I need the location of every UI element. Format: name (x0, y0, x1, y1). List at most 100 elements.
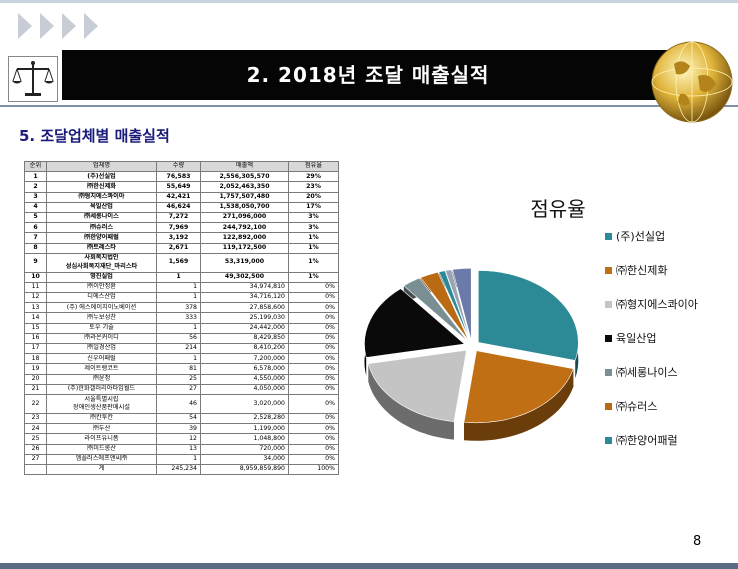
cell-quantity: 25 (156, 373, 201, 385)
slide-title: 2. 2018년 조달 매출실적 (246, 63, 490, 87)
legend-label: (주)선실업 (616, 230, 665, 243)
pie-slice (364, 288, 466, 358)
cell-sales: 2,556,305,570 (200, 171, 289, 183)
legend-label: ㈜슈러스 (616, 400, 657, 413)
cell-sales: 24,442,000 (200, 322, 289, 334)
table-row: 8 ㈜트레스타 2,671 119,172,500 1% (24, 242, 339, 254)
cell-quantity: 76,583 (156, 171, 201, 183)
header-company: 업체명 (46, 160, 157, 173)
chart-title: 점유율 (530, 198, 585, 221)
cell-share: 20% (288, 191, 339, 203)
pie-slice (477, 270, 579, 361)
cell-quantity: 12 (156, 433, 201, 445)
cell-quantity: 27 (156, 383, 201, 395)
cell-rank: 23 (24, 412, 47, 425)
cell-rank: 4 (24, 201, 47, 213)
cell-share: 0% (288, 433, 339, 445)
table-row: 20 ㈜윤정 25 4,550,000 0% (24, 373, 339, 385)
cell-share: 0% (288, 412, 339, 425)
cell-quantity: 46 (156, 393, 201, 414)
cell-quantity: 378 (156, 302, 201, 314)
cell-rank: 1 (24, 171, 47, 183)
legend-swatch (605, 369, 612, 376)
top-border (0, 0, 738, 3)
cell-quantity: 3,192 (156, 232, 201, 244)
table-row: 24 ㈜두산 39 1,199,000 0% (24, 423, 339, 435)
cell-company: ㈜트레스타 (46, 242, 157, 254)
table-row: 15 토우 기술 1 24,442,000 0% (24, 322, 339, 334)
cell-company: 제이트랭코트 (46, 363, 157, 375)
cell-sales: 1,199,000 (200, 423, 289, 435)
cell-company: ㈜세롱나이스 (46, 211, 157, 224)
cell-quantity: 214 (156, 342, 201, 355)
cell-quantity: 1 (156, 322, 201, 334)
cell-company: 서울특별시립 장애인생산품판매시설 (46, 393, 157, 414)
cell-rank: 16 (24, 332, 47, 345)
cell-company: 라이프유니폼 (46, 433, 157, 445)
table-row: 6 ㈜슈러스 7,969 244,792,100 3% (24, 222, 339, 234)
table-row: 5 ㈜세롱나이스 7,272 271,096,000 3% (24, 211, 339, 224)
legend-swatch (605, 233, 612, 240)
cell-rank: 3 (24, 191, 47, 203)
cell-sales: 8,429,850 (200, 332, 289, 345)
table-row: 2 ㈜한신제화 55,649 2,052,463,350 23% (24, 181, 339, 193)
chevron-right-icon (18, 13, 32, 39)
cell-share: 0% (288, 443, 339, 455)
table-row: 21 (주)한화갤러리아타임월드 27 4,050,000 0% (24, 383, 339, 395)
cell-sales: 34,716,120 (200, 292, 289, 304)
cell-sales: 7,200,000 (200, 353, 289, 365)
cell-rank: 7 (24, 232, 47, 244)
cell-company: ㈜한신제화 (46, 181, 157, 193)
cell-sales: 720,000 (200, 443, 289, 455)
cell-quantity: 7,272 (156, 211, 201, 224)
cell-quantity: 1 (156, 281, 201, 294)
cell-sales: 49,302,500 (200, 271, 289, 283)
cell-company: (주) 에스에이치이노베이션 (46, 302, 157, 314)
title-bar: 2. 2018년 조달 매출실적 (62, 50, 674, 100)
cell-rank: 13 (24, 302, 47, 314)
chevron-decoration (18, 13, 118, 39)
cell-quantity: 1 (156, 271, 201, 283)
table-body: 1 (주)선실업 76,583 2,556,305,570 29% 2 ㈜한신제화 55,64… (24, 171, 339, 476)
cell-share: 0% (288, 332, 339, 345)
table-row: 13 (주) 에스에이치이노베이션 378 27,858,600 0% (24, 302, 339, 314)
table-row: 26 ㈜미드롱산 13 720,000 0% (24, 443, 339, 455)
cell-rank: 25 (24, 433, 47, 445)
cell-rank: 27 (24, 453, 47, 465)
cell-share: 0% (288, 363, 339, 375)
cell-rank: 20 (24, 373, 47, 385)
header-sales: 매출액 (200, 160, 289, 173)
table-row: 17 ㈜일경산업 214 8,410,200 0% (24, 342, 339, 355)
cell-rank: 18 (24, 353, 47, 365)
cell-share: 0% (288, 292, 339, 304)
cell-quantity: 81 (156, 363, 201, 375)
sales-table-container: 순위 업체명 수량 매출액 점유율 1 (주)선실업 76,583 2,556,305… (24, 160, 339, 476)
cell-share: 0% (288, 281, 339, 294)
cell-sales: 1,757,507,480 (200, 191, 289, 203)
table-row: 4 육일산업 46,624 1,538,050,700 17% (24, 201, 339, 213)
table-row: 11 ㈜이안정환 1 34,974,810 0% (24, 281, 339, 294)
cell-quantity: 13 (156, 443, 201, 455)
legend-label: ㈜한양어패럴 (616, 434, 678, 447)
cell-company: ㈜형지에스콰이아 (46, 191, 157, 203)
cell-company: 계 (46, 463, 157, 476)
cell-sales: 4,550,000 (200, 373, 289, 385)
cell-company: 영진실업 (46, 271, 157, 283)
cell-company: ㈜한양어패럴 (46, 232, 157, 244)
legend-swatch (605, 335, 612, 342)
table-row: 12 디에스산업 1 34,716,120 0% (24, 292, 339, 304)
cell-company: 디에스산업 (46, 292, 157, 304)
cell-quantity: 46,624 (156, 201, 201, 213)
cell-share: 0% (288, 342, 339, 355)
cell-company: (주)선실업 (46, 171, 157, 183)
header-share: 점유율 (288, 160, 339, 173)
cell-rank: 2 (24, 181, 47, 193)
cell-sales: 25,199,030 (200, 312, 289, 324)
cell-sales: 34,000 (200, 453, 289, 465)
table-row: 27 엠플러스에프앤씨㈜ 1 34,000 0% (24, 453, 339, 465)
cell-company: 토우 기술 (46, 322, 157, 334)
share-pie-chart: 점유율 (주)선실업 ㈜한신제화 ㈜형지에스콰이아 육일산업 ㈜세롱나이스 ㈜슈러스 ㈜한양… (362, 196, 724, 476)
chevron-right-icon (40, 13, 54, 39)
cell-company: 엠플러스에프앤씨㈜ (46, 453, 157, 465)
